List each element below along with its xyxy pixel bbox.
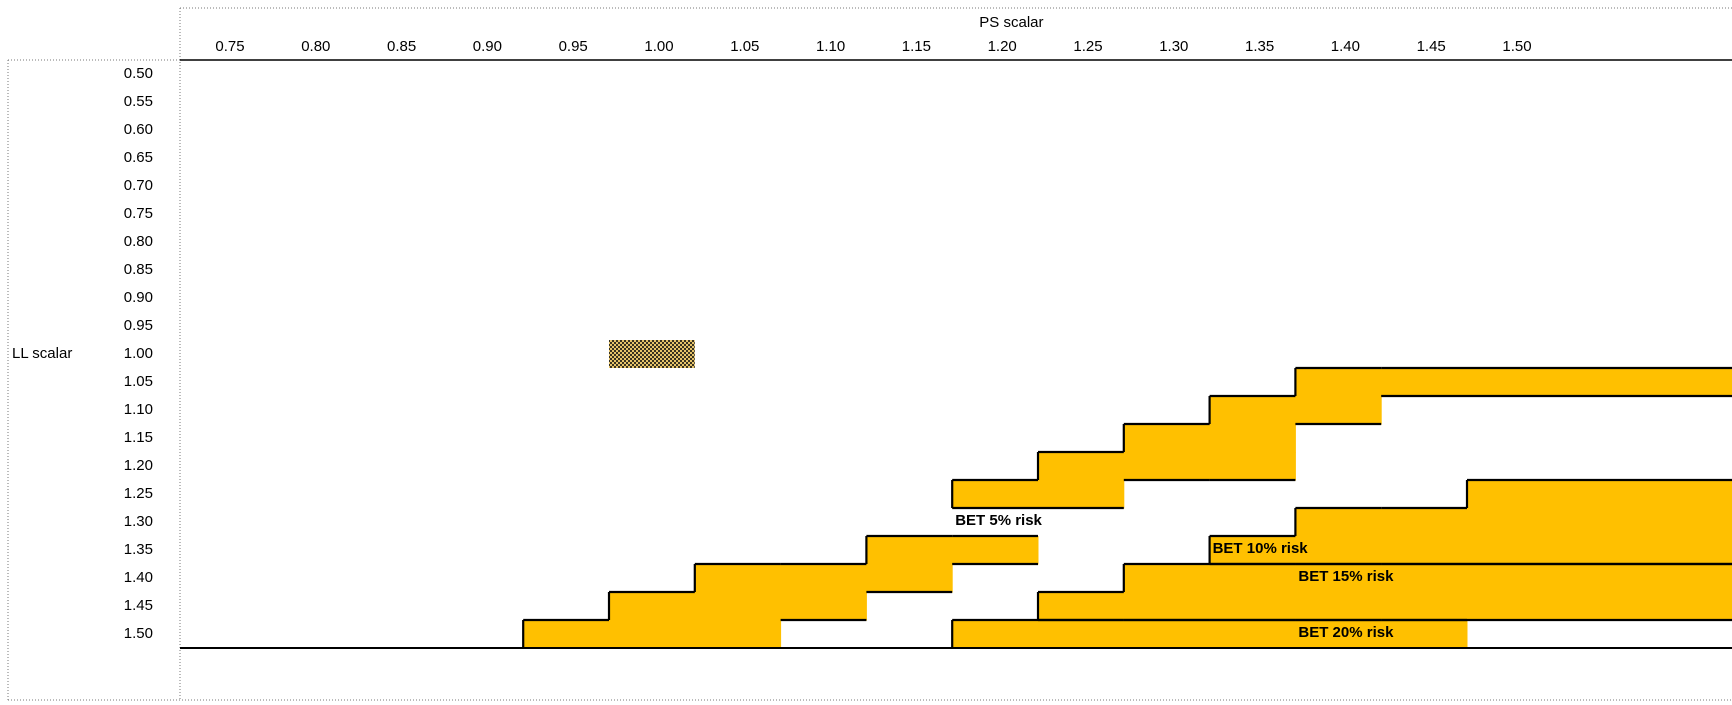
band-cell [780,564,867,593]
y-tick-label: 0.85 [123,261,153,278]
band-cell [1209,536,1296,565]
x-tick-label: 1.20 [987,38,1017,55]
y-tick-label: 0.95 [123,317,153,334]
band-cell [1123,424,1211,453]
y-tick-label: 1.45 [123,597,153,614]
x-tick-label: 0.85 [386,38,417,55]
y-tick-label: 0.50 [123,65,153,82]
y-axis-title: LL scalar [12,345,73,362]
band-cell [1038,452,1125,481]
band-cell [1467,368,1732,397]
band-cell [1295,592,1382,621]
band-cell [609,620,696,649]
y-tick-label: 1.30 [123,513,153,530]
band-cell [1381,620,1468,649]
band-cell [1295,368,1382,397]
y-tick-label: 0.55 [123,93,153,110]
band-cell [1381,592,1468,621]
y-tick-label: 1.40 [123,569,153,586]
band-cell [1381,536,1468,565]
band-cell [1295,536,1382,565]
band-cell [609,592,696,621]
band-cell [1209,592,1296,621]
y-tick-label: 1.50 [123,625,153,642]
y-tick-label: 1.05 [123,373,153,390]
band-cell [694,592,782,621]
band-cell [1038,480,1125,509]
y-tick-label: 0.60 [123,121,153,138]
band-cell [1038,592,1125,621]
band-cell [1209,452,1296,481]
x-axis-title: PS scalar [979,14,1044,31]
x-tick-label: 1.15 [901,38,931,55]
x-tick-label: 1.10 [815,38,846,55]
x-tick-label: 1.30 [1159,38,1189,55]
band-cell [1038,620,1125,649]
band-cell [1123,620,1211,649]
band-cell [1209,396,1296,425]
x-tick-label: 1.35 [1244,38,1275,55]
x-tick-label: 0.95 [558,38,588,55]
band-cell [1467,592,1732,621]
band-label: BET 10% risk [1212,540,1308,557]
band-cell [1123,564,1211,593]
y-tick-label: 0.65 [123,149,153,166]
y-tick-label: 1.15 [123,429,153,446]
band-cell [952,620,1039,649]
band-cell [866,564,953,593]
band-cell [1467,536,1732,565]
band-cell [952,480,1039,509]
x-tick-label: 0.75 [215,38,245,55]
y-tick-label: 1.25 [123,485,153,502]
band-cell [1209,424,1296,453]
band-cell [1295,620,1382,649]
band-cell [780,592,867,621]
band-cell [866,536,953,565]
y-tick-label: 0.75 [123,205,153,222]
x-tick-label: 1.40 [1330,38,1360,55]
x-tick-label: 0.80 [301,38,331,55]
y-tick-label: 0.70 [123,177,153,194]
y-tick-label: 0.90 [123,289,153,306]
band-label: BET 5% risk [955,512,1042,529]
band-cell [1381,368,1468,397]
x-tick-label: 1.25 [1073,38,1103,55]
x-tick-label: 1.00 [644,38,674,55]
band-cell [1467,564,1732,593]
band-cell [1209,620,1296,649]
y-tick-label: 1.00 [123,345,153,362]
y-tick-label: 1.10 [123,401,153,418]
band-cell [694,564,782,593]
y-tick-label: 0.80 [123,233,153,250]
band-cell [1295,508,1382,537]
band-cell [1295,396,1382,425]
band-cell [1467,508,1732,537]
x-tick-label: 1.50 [1502,38,1532,55]
band-cell [1381,564,1468,593]
x-tick-label: 0.90 [472,38,502,55]
x-tick-label: 1.05 [730,38,760,55]
baseline-cell [609,340,695,368]
band-cell [1381,508,1468,537]
band-cell [1467,480,1732,509]
band-cell [1123,592,1211,621]
band-label: BET 15% risk [1298,568,1394,585]
band-cell [1209,564,1296,593]
band-cell [523,620,610,649]
band-label: BET 20% risk [1298,624,1394,641]
band-cell [1123,452,1211,481]
band-cell [952,536,1039,565]
band-cell [1295,564,1382,593]
band-cell [694,620,782,649]
y-tick-label: 1.20 [123,457,153,474]
y-tick-label: 1.35 [123,541,153,558]
x-tick-label: 1.45 [1416,38,1446,55]
